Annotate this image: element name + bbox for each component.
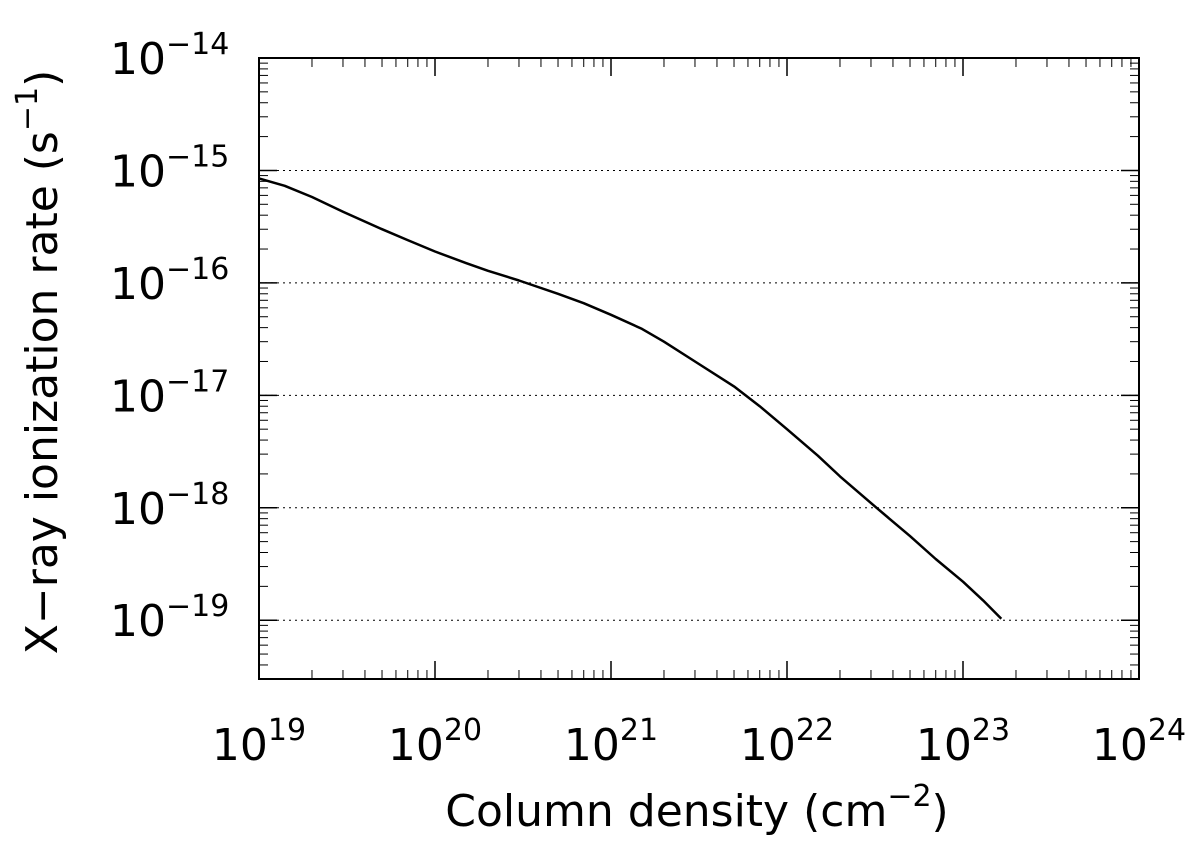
y-axis-title: X−ray ionization rate (s−1)	[10, 70, 68, 655]
minor-ticks	[259, 58, 1139, 680]
y-tick-label: 10−15	[110, 139, 229, 197]
x-tick-label: 1020	[388, 713, 482, 771]
x-axis-title: Column density (cm−2)	[445, 779, 948, 837]
x-tick-label: 1021	[564, 713, 658, 771]
y-tick-label: 10−17	[110, 364, 229, 422]
x-tick-label: 1024	[1092, 713, 1186, 771]
y-tick-label: 10−18	[110, 477, 229, 535]
x-tick-label: 1019	[212, 713, 306, 771]
x-tick-label: 1022	[740, 713, 834, 771]
x-tick-label: 1023	[916, 713, 1010, 771]
grid-lines	[259, 169, 1139, 621]
x-tick-labels: 1019 1020 1021 1022 1023 1024	[212, 713, 1186, 771]
y-tick-label: 10−16	[110, 252, 229, 310]
y-tick-label: 10−14	[110, 27, 229, 85]
series-line	[258, 177, 1003, 620]
major-ticks	[258, 57, 1140, 679]
y-tick-label: 10−19	[110, 589, 229, 647]
y-tick-labels: 10−19 10−18 10−17 10−16 10−15 10−14	[110, 27, 229, 647]
plot-frame	[258, 57, 1140, 680]
